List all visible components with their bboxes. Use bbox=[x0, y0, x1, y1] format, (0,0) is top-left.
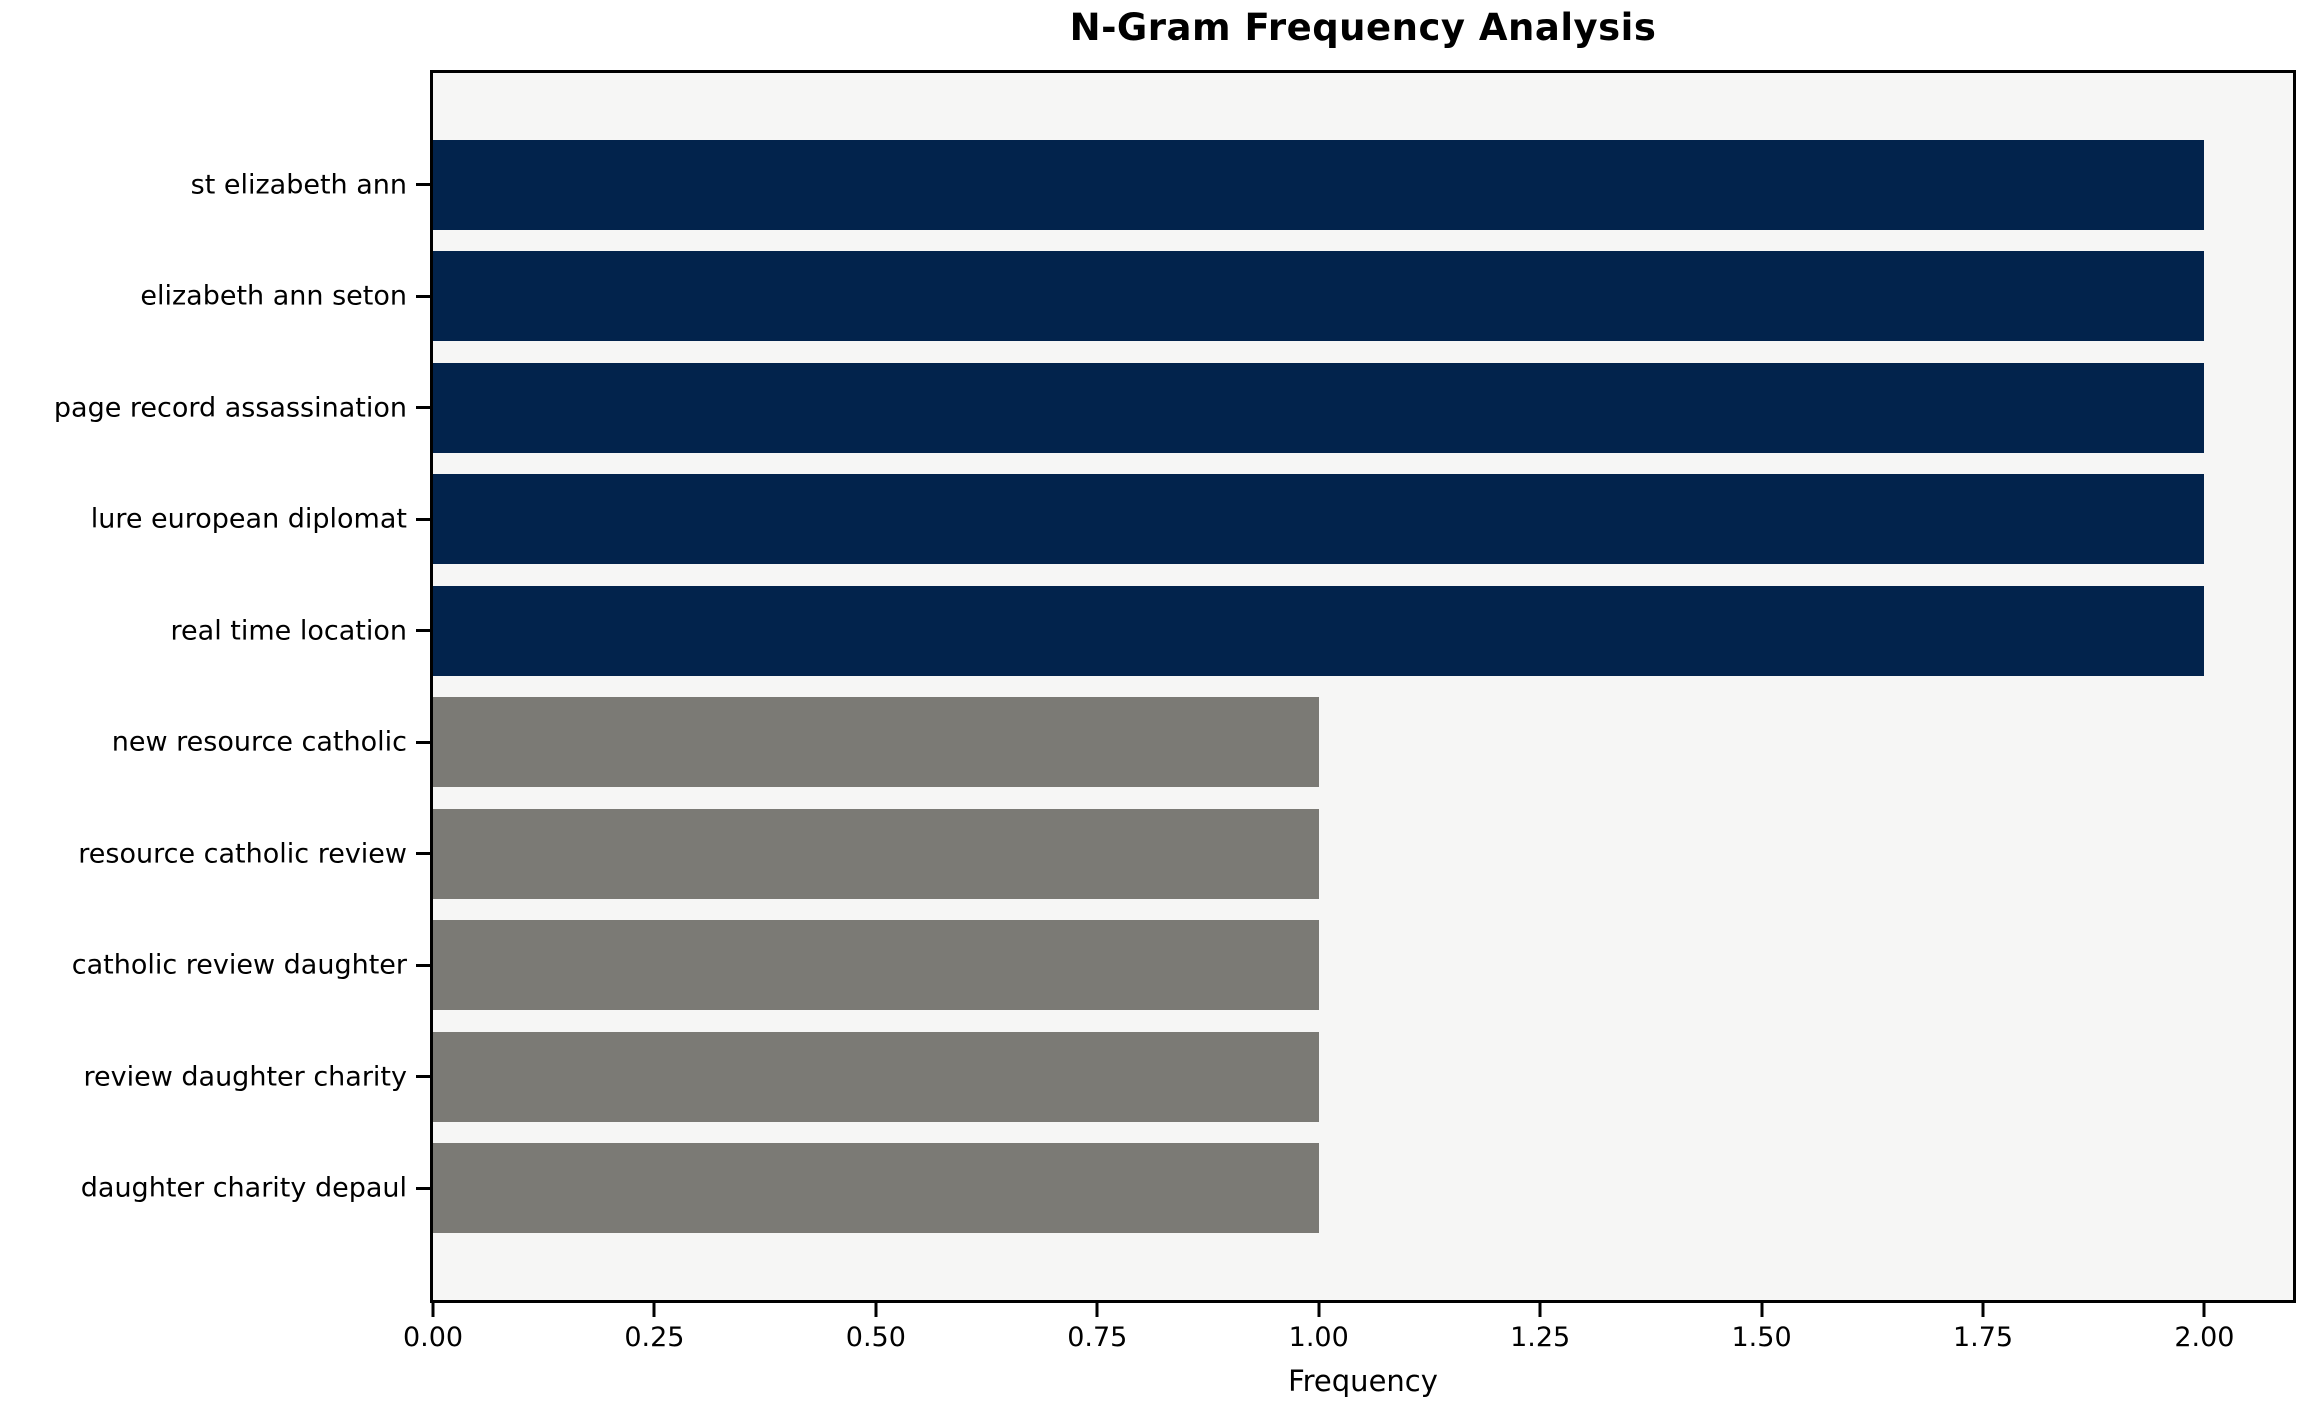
x-tick-mark bbox=[1760, 1303, 1764, 1317]
y-axis-category-label: elizabeth ann seton bbox=[140, 280, 407, 312]
x-tick-mark bbox=[1981, 1303, 1985, 1317]
x-tick-label: 0.75 bbox=[1067, 1322, 1128, 1353]
y-tick-mark bbox=[416, 629, 430, 633]
y-axis-category-label: lure european diplomat bbox=[90, 503, 407, 535]
bar bbox=[433, 1031, 1319, 1122]
bar bbox=[433, 474, 2205, 565]
bar bbox=[433, 362, 2205, 453]
y-tick-mark bbox=[416, 294, 430, 298]
plot-area: st elizabeth ann elizabeth ann seton page … bbox=[54, 70, 2296, 1351]
y-tick-mark bbox=[416, 1075, 430, 1079]
bar bbox=[433, 585, 2205, 676]
bar bbox=[433, 697, 1319, 788]
y-axis-category-label: daughter charity depaul bbox=[80, 1172, 407, 1204]
x-tick-mark bbox=[431, 1303, 435, 1317]
x-axis-label: Frequency bbox=[1288, 1364, 1438, 1398]
y-axis-category-label: resource catholic review bbox=[78, 838, 407, 870]
y-tick-mark bbox=[416, 852, 430, 856]
x-tick-mark bbox=[1095, 1303, 1099, 1317]
x-tick-label: 0.50 bbox=[845, 1322, 906, 1353]
chart-title: N-Gram Frequency Analysis bbox=[1069, 6, 1657, 49]
x-tick-mark bbox=[2202, 1303, 2206, 1317]
x-tick-mark bbox=[1317, 1303, 1321, 1317]
x-tick-mark bbox=[652, 1303, 656, 1317]
y-axis-category-label: catholic review daughter bbox=[71, 949, 407, 981]
x-tick-mark bbox=[1538, 1303, 1542, 1317]
bar bbox=[433, 139, 2205, 230]
y-axis-category-label: st elizabeth ann bbox=[190, 169, 407, 201]
y-tick-mark bbox=[416, 406, 430, 410]
x-tick-label: 1.00 bbox=[1288, 1322, 1349, 1353]
y-tick-mark bbox=[416, 517, 430, 521]
bar bbox=[433, 1143, 1319, 1234]
y-axis-category-label: review daughter charity bbox=[83, 1061, 407, 1093]
y-axis-category-label: page record assassination bbox=[53, 392, 407, 424]
y-tick-mark bbox=[416, 740, 430, 744]
bar bbox=[433, 808, 1319, 899]
x-tick-label: 1.75 bbox=[1952, 1322, 2014, 1353]
bar bbox=[433, 251, 2205, 342]
x-tick-label: 2.00 bbox=[2174, 1322, 2235, 1353]
x-tick-label: 1.50 bbox=[1731, 1322, 1792, 1353]
y-axis-category-label: new resource catholic bbox=[111, 726, 407, 758]
y-axis-category-label: real time location bbox=[170, 615, 407, 647]
x-tick-label: 1.25 bbox=[1510, 1322, 1571, 1353]
y-tick-mark bbox=[416, 183, 430, 187]
x-tick-label: 0.00 bbox=[402, 1322, 464, 1353]
x-tick-label: 0.25 bbox=[624, 1322, 685, 1353]
x-tick-mark bbox=[874, 1303, 878, 1317]
y-tick-mark bbox=[416, 963, 430, 967]
bar bbox=[433, 920, 1319, 1011]
y-tick-mark bbox=[416, 1186, 430, 1190]
